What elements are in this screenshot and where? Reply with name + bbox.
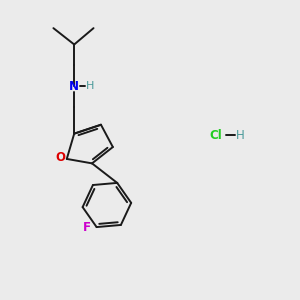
Text: H: H [236,129,245,142]
Text: O: O [55,151,65,164]
Text: N: N [69,80,79,93]
Text: H: H [85,81,94,91]
Text: Cl: Cl [209,129,222,142]
Text: F: F [83,220,91,234]
